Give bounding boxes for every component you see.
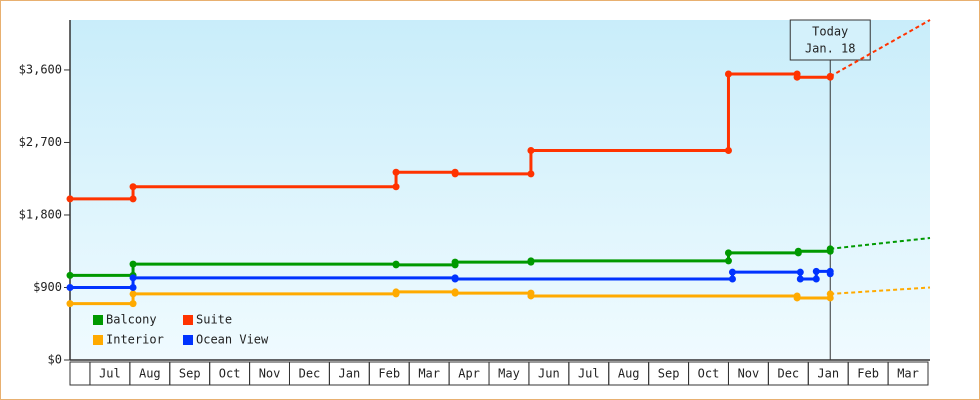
x-tick [887,361,929,386]
point [796,275,804,283]
point [796,268,804,276]
point [392,168,400,176]
point [812,275,820,283]
point [451,275,459,283]
x-tick-label: Feb [378,367,400,381]
plot-area [70,20,930,360]
x-tick-label: Mar [418,367,440,381]
x-tick-label: Nov [259,367,281,381]
point [812,267,820,275]
y-tick-label: $0 [48,353,62,367]
x-tick-label: Feb [857,367,879,381]
x-tick-label: Jan [339,367,361,381]
point [66,300,74,308]
forecast-line [830,237,931,250]
point [129,290,137,298]
point [724,147,732,155]
legend-swatch [183,315,193,325]
legend-swatch [183,335,193,345]
point [129,274,137,282]
y-tick-label: $900 [33,280,62,294]
point [527,292,535,300]
point [794,247,802,255]
point [392,183,400,191]
point [392,261,400,269]
legend-label: Balcony [106,313,157,327]
point [527,257,535,265]
point [724,257,732,265]
point [66,271,74,279]
point [451,289,459,297]
x-tick-label: Jul [99,367,121,381]
point [66,195,74,203]
x-tick-label: Mar [897,367,919,381]
point [728,268,736,276]
forecast-line [829,19,931,78]
legend-swatch [93,335,103,345]
point [129,183,137,191]
point [527,170,535,178]
x-tick-label: Dec [299,367,321,381]
point [392,288,400,296]
x-tick-label: Sep [179,367,201,381]
point [129,300,137,308]
point [826,245,834,253]
x-tick-label: Aug [139,367,161,381]
x-tick-label: May [498,367,520,381]
point [724,249,732,257]
point [724,70,732,78]
legend-label: Ocean View [196,333,269,347]
point [129,195,137,203]
x-tick-label: Aug [618,367,640,381]
point [826,72,834,80]
point [451,258,459,266]
legend-swatch [93,315,103,325]
point [527,147,535,155]
point [129,260,137,268]
x-tick-label: Nov [738,367,760,381]
point [793,73,801,81]
x-tick-label: Jul [578,367,600,381]
x-tick-label: Oct [698,367,720,381]
point [826,270,834,278]
x-tick-label: Apr [458,367,480,381]
x-tick-label: Dec [777,367,799,381]
point [728,275,736,283]
today-box [789,19,871,61]
today-label: Today [812,25,848,39]
point [826,290,834,298]
point [793,294,801,302]
x-tick-label: Oct [219,367,241,381]
x-tick-label: Jan [817,367,839,381]
today-date: Jan. 18 [805,42,856,56]
point [66,283,74,291]
y-tick-label: $2,700 [19,135,62,149]
legend-label: Suite [196,313,232,327]
x-tick-label: Jun [538,367,560,381]
point [451,170,459,178]
forecast-line [830,286,931,295]
y-tick-label: $1,800 [19,207,62,221]
legend-label: Interior [106,333,164,347]
point [129,283,137,291]
x-tick-label: Sep [658,367,680,381]
y-tick-label: $3,600 [19,62,62,76]
